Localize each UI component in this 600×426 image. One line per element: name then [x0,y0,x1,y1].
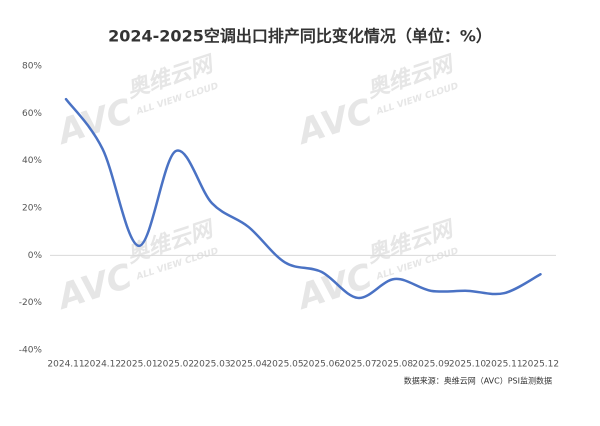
x-tick-label: 2025.09 [412,360,449,370]
watermark: AVC [291,256,378,318]
x-tick-label: 2025.12 [522,360,559,370]
y-tick-label: 60% [22,109,42,119]
x-tick-label: 2025.10 [449,360,486,370]
x-tick-label: 2025.08 [376,360,413,370]
y-tick-label: 80% [22,62,42,72]
x-tick-label: 2025.01 [120,360,157,370]
x-tick-label: 2024.12 [84,360,121,370]
y-tick-label: 20% [22,204,42,214]
data-line [64,97,542,300]
watermark: AVC [51,256,138,318]
chart-title: 2024-2025空调出口排产同比变化情况（单位：%） [108,27,492,46]
y-tick-label: -40% [19,346,43,356]
x-tick-label: 2025.05 [266,360,303,370]
source-note: 数据来源：奥维云网（AVC）PSI监测数据 [404,376,552,386]
y-tick-label: 40% [22,156,42,166]
x-tick-label: 2025.03 [193,360,230,370]
y-tick-label: 0% [28,251,43,261]
watermark: AVC [51,91,138,153]
x-tick-label: 2024.11 [47,360,84,370]
x-tick-label: 2025.07 [339,360,376,370]
x-tick-label: 2025.04 [230,360,267,370]
x-tick-label: 2025.11 [485,360,522,370]
y-tick-label: -20% [19,298,43,308]
watermark: AVC [291,91,378,153]
x-tick-label: 2025.06 [303,360,340,370]
x-tick-label: 2025.02 [157,360,194,370]
